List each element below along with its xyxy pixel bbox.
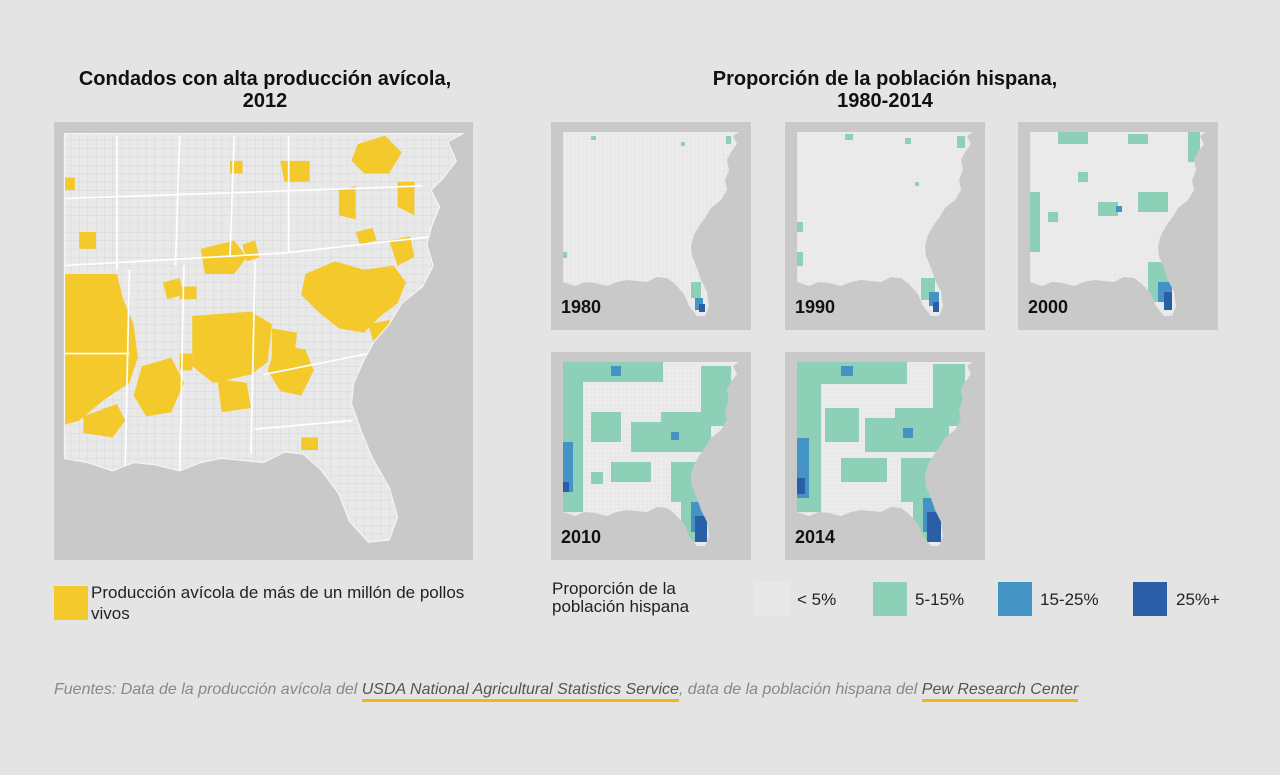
poultry-map-title: Condados con alta producción avícola, 20… bbox=[40, 68, 490, 112]
poultry-counties bbox=[64, 135, 415, 450]
sources-middle: , data de la población hispana del bbox=[678, 681, 922, 698]
map-year-label: 1980 bbox=[561, 297, 602, 317]
state-borders bbox=[64, 135, 436, 471]
hispanic-legend-title: Proporción de la población hispana bbox=[552, 579, 690, 616]
map-svg bbox=[797, 362, 973, 546]
legend-label-5-15: 5-15% bbox=[915, 590, 965, 609]
coastline bbox=[63, 132, 465, 543]
poultry-legend-swatch bbox=[54, 586, 88, 620]
map-svg bbox=[563, 132, 739, 316]
hispanic-map-2010: 2010 bbox=[551, 352, 751, 560]
legend-swatch-5-15 bbox=[873, 582, 907, 616]
hispanic-map-1980: 1980 bbox=[551, 122, 751, 330]
hispanic-map-title-line2: 1980-2014 bbox=[837, 90, 933, 112]
sources-prefix: Fuentes: Data de la producción avícola d… bbox=[54, 681, 362, 698]
map-year-label: 2010 bbox=[561, 527, 602, 547]
usda-link[interactable]: USDA National Agricultural Statistics Se… bbox=[361, 681, 679, 702]
sources-footnote: Fuentes: Data de la producción avícola d… bbox=[54, 681, 1254, 702]
hispanic-map-title: Proporción de la población hispana, 1980… bbox=[570, 68, 1200, 112]
legend-label-15-25: 15-25% bbox=[1040, 590, 1099, 609]
hispanic-map-title-line1: Proporción de la población hispana, bbox=[712, 68, 1058, 90]
legend-label-lt5: < 5% bbox=[797, 590, 837, 609]
pew-link[interactable]: Pew Research Center bbox=[921, 681, 1079, 702]
map-year-label: 2014 bbox=[795, 527, 836, 547]
poultry-map-title-line1: Condados con alta producción avícola, bbox=[78, 68, 452, 90]
hispanic-map-2000: 2000 bbox=[1018, 122, 1218, 330]
legend-label-25plus: 25%+ bbox=[1176, 590, 1220, 609]
poultry-production-map bbox=[54, 122, 473, 560]
map-year-label: 2000 bbox=[1028, 297, 1069, 317]
legend-swatch-15-25 bbox=[998, 582, 1032, 616]
hispanic-map-2014: 2014 bbox=[785, 352, 985, 560]
map-svg bbox=[797, 132, 973, 316]
map-year-label: 1990 bbox=[795, 297, 836, 317]
map-svg bbox=[563, 362, 739, 546]
poultry-map-svg bbox=[63, 132, 465, 543]
poultry-map-title-line2: 2012 bbox=[242, 90, 288, 112]
legend-swatch-25plus bbox=[1133, 582, 1167, 616]
poultry-legend-label: Producción avícola de más de un millón d… bbox=[91, 583, 465, 623]
hispanic-map-1990: 1990 bbox=[785, 122, 985, 330]
legend-swatch-lt5 bbox=[755, 582, 789, 616]
map-svg bbox=[1030, 132, 1206, 316]
